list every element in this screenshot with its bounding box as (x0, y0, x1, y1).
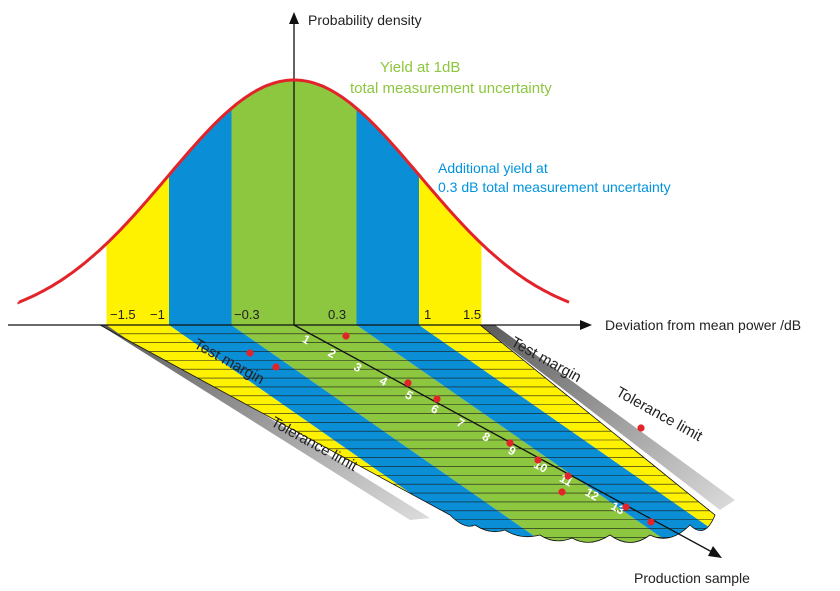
sample-dot (647, 518, 655, 526)
blue-label-line2: 0.3 dB total measurement uncertainty (438, 179, 671, 195)
sample-dot (534, 456, 542, 464)
sample-dots (246, 332, 655, 526)
yellow-area-left (106, 174, 169, 325)
sample-dot (342, 332, 350, 340)
tick-label: 1 (424, 307, 431, 322)
tick-label: −0.3 (234, 307, 260, 322)
sample-dot (433, 395, 441, 403)
right-shadow-strip (480, 325, 735, 510)
blue-label-line1: Additional yield at (438, 160, 548, 176)
sample-dot (564, 472, 572, 480)
tick-label: −1.5 (110, 307, 136, 322)
left-shadow-strip (100, 325, 430, 520)
green-label-line2: total measurement uncertainty (350, 80, 552, 97)
sample-dot (404, 379, 412, 387)
sample-number: 13 (609, 499, 628, 518)
sample-dot (558, 488, 566, 496)
sample-dot (506, 439, 514, 447)
y-axis-label: Probability density (308, 12, 422, 28)
x-axis-label: Deviation from mean power /dB (605, 317, 801, 333)
blue-area-left (169, 108, 232, 325)
sample-dot (622, 503, 630, 511)
bands-outline (99, 324, 716, 543)
tick-label: 0.3 (328, 307, 346, 322)
z-axis-label: Production sample (634, 570, 750, 586)
sample-number: 12 (583, 485, 602, 504)
z-axis (293, 324, 713, 553)
blue-area-right (356, 108, 419, 325)
yellow-area-right (419, 174, 482, 325)
x-axis-arrow-icon (580, 320, 592, 330)
green-label-line1: Yield at 1dB (380, 59, 460, 76)
z-axis-arrow-icon (708, 546, 722, 558)
sample-dot (272, 363, 280, 371)
sample-dot (637, 424, 645, 432)
probability-curve (17, 78, 570, 305)
sample-dot (246, 349, 254, 357)
tick-label: 1.5 (463, 307, 481, 322)
y-axis-arrow-icon (289, 12, 299, 24)
tick-label: −1 (150, 307, 165, 322)
